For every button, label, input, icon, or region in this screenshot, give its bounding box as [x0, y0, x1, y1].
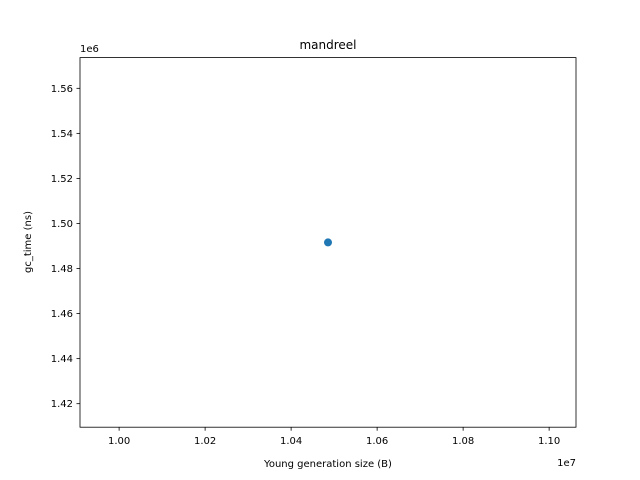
y-offset: 1e6: [80, 44, 99, 55]
y-tick-label: 1.46: [51, 309, 73, 320]
chart-title: mandreel: [299, 38, 356, 52]
x-offset: 1e7: [557, 458, 576, 469]
y-tick-label: 1.42: [51, 399, 73, 410]
point: [324, 238, 332, 247]
y-tick-label: 1.54: [51, 129, 73, 140]
y-axis-label: gc_time (ns): [23, 211, 34, 273]
y-tick-label: 1.56: [51, 84, 73, 95]
y-tick-label: 1.48: [51, 264, 73, 275]
x-axis-label: Young generation size (B): [263, 459, 392, 470]
x-tick-label: 1.02: [194, 436, 216, 447]
plot-frame: [79, 57, 577, 428]
y-tick-label: 1.50: [51, 219, 73, 230]
y-tick-label: 1.52: [51, 174, 73, 185]
x-tick-label: 1.10: [538, 436, 560, 447]
x-tick-label: 1.06: [366, 436, 388, 447]
y-tick-label: 1.44: [51, 354, 73, 365]
x-tick-label: 1.00: [108, 436, 130, 447]
x-tick-label: 1.04: [280, 436, 302, 447]
x-tick-label: 1.08: [452, 436, 474, 447]
